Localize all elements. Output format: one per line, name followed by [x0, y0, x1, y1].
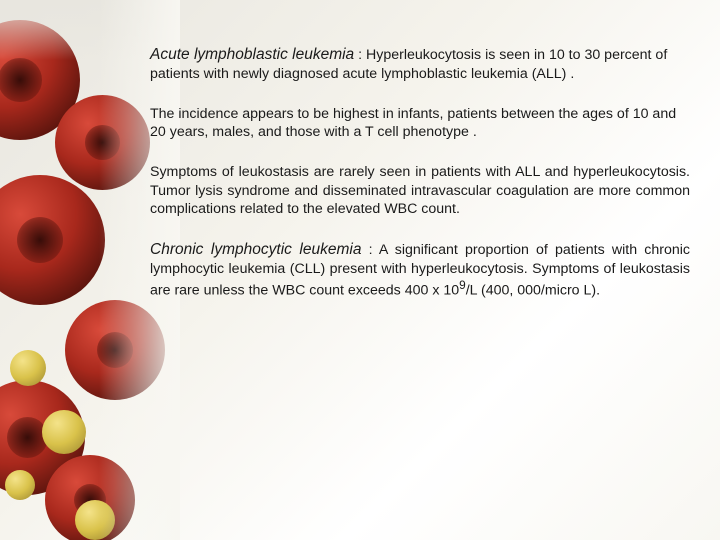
paragraph-all-intro: Acute lymphoblastic leukemia : Hyperleuk…	[150, 45, 690, 83]
blood-cell	[0, 380, 85, 495]
platelet	[42, 410, 86, 454]
blood-cell	[45, 455, 135, 540]
wbc-exponent: 9	[459, 278, 466, 292]
platelet	[5, 470, 35, 500]
slide-content: Acute lymphoblastic leukemia : Hyperleuk…	[150, 45, 690, 322]
blood-cell	[0, 20, 80, 140]
body-cll-tail: /L (400, 000/micro L).	[466, 283, 600, 299]
paragraph-incidence: The incidence appears to be highest in i…	[150, 105, 690, 141]
platelet	[10, 350, 46, 386]
paragraph-symptoms: Symptoms of leukostasis are rarely seen …	[150, 163, 690, 218]
lead-cll: Chronic lymphocytic leukemia	[150, 241, 361, 258]
lead-all: Acute lymphoblastic leukemia	[150, 46, 354, 63]
blood-cell	[55, 95, 150, 190]
platelet	[75, 500, 115, 540]
blood-cell	[0, 175, 105, 305]
paragraph-cll: Chronic lymphocytic leukemia : A signifi…	[150, 240, 690, 300]
